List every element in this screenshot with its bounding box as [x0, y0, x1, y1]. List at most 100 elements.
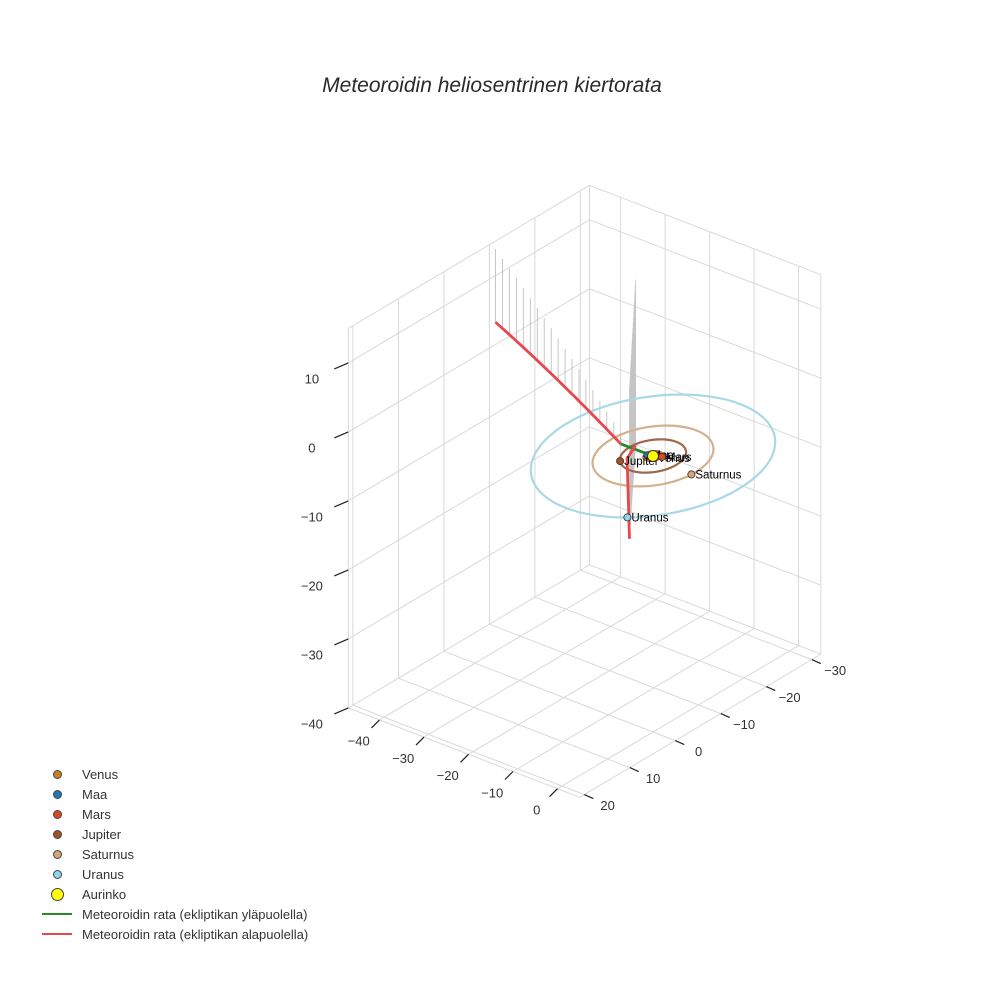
legend-label: Meteoroidin rata (ekliptikan yläpuolella…	[82, 906, 308, 922]
y-tick-label: −20	[437, 768, 459, 783]
x-tick-mark	[675, 740, 685, 746]
x-tick-mark	[584, 794, 594, 800]
legend-symbol	[38, 924, 76, 944]
y-tick-label: 0	[533, 803, 540, 818]
legend-line	[42, 913, 72, 915]
floor-grid-line	[489, 623, 721, 715]
planet-uranus	[623, 513, 632, 522]
planet-label-uranus: Uranus	[631, 512, 668, 524]
wall-grid-line	[348, 219, 590, 364]
wall-grid-line	[589, 564, 822, 655]
x-tick-label: 20	[600, 798, 614, 813]
legend-symbol	[38, 844, 76, 864]
legend-item-uranus[interactable]: Uranus	[38, 864, 308, 884]
legend-item-meteoroidin-rata-ekliptikan-alapuolella[interactable]: Meteoroidin rata (ekliptikan alapuolella…	[38, 924, 308, 944]
floor-grid-line	[352, 704, 585, 796]
legend-symbol	[38, 904, 76, 924]
x-tick-mark	[629, 767, 640, 773]
floor-grid-line	[512, 627, 755, 772]
wall-grid-line	[348, 564, 590, 709]
z-tick-mark	[334, 500, 349, 508]
x-tick-mark	[766, 686, 776, 692]
grid	[347, 184, 822, 798]
z-tick-mark	[334, 638, 349, 646]
y-tick-label: −30	[392, 751, 414, 766]
x-tick-mark	[811, 659, 822, 665]
legend-item-mars[interactable]: Mars	[38, 804, 308, 824]
floor-grid-line	[443, 650, 676, 742]
floor-grid-line	[557, 645, 799, 790]
legend-item-jupiter[interactable]: Jupiter	[38, 824, 308, 844]
floor-grid-line	[534, 596, 767, 688]
y-tick-mark	[549, 788, 558, 798]
legend-line	[42, 933, 72, 935]
z-tick-mark	[334, 431, 349, 439]
legend-symbol	[38, 884, 76, 904]
legend-symbol	[38, 864, 76, 884]
z-tick-mark	[334, 362, 349, 370]
box-edge	[589, 184, 822, 276]
x-tick-mark	[720, 713, 731, 719]
planet-label-saturnus: Saturnus	[695, 469, 741, 481]
legend-marker	[52, 769, 62, 779]
legend-item-venus[interactable]: Venus	[38, 764, 308, 784]
wall-grid-line	[589, 357, 822, 448]
planet-mars	[658, 452, 667, 461]
legend-label: Venus	[82, 766, 119, 782]
legend-symbol	[38, 784, 76, 804]
y-tick-mark	[460, 753, 469, 763]
y-tick-mark	[415, 736, 425, 746]
orbit-uranus	[529, 393, 777, 519]
z-tick-label: 10	[305, 372, 319, 387]
trajectory-incoming	[494, 321, 622, 445]
legend-marker	[50, 887, 64, 901]
x-tick-label: 10	[646, 771, 660, 786]
orbit-saturnus	[591, 424, 715, 488]
legend-marker	[52, 869, 62, 879]
z-tick-label: 0	[308, 441, 315, 456]
legend-label: Saturnus	[82, 846, 135, 862]
legend-item-saturnus[interactable]: Saturnus	[38, 844, 308, 864]
drop-lines	[495, 249, 636, 539]
legend-label: Uranus	[82, 866, 124, 882]
x-tick-label: −30	[824, 663, 846, 678]
legend-marker	[52, 789, 62, 799]
legend-label: Mars	[82, 806, 111, 822]
legend-item-maa[interactable]: Maa	[38, 784, 308, 804]
y-tick-label: −40	[348, 734, 370, 749]
floor-grid-line	[468, 610, 710, 755]
box-edge	[348, 707, 580, 798]
orbit-jupiter	[618, 438, 688, 474]
planet-label-mars: Mars	[666, 452, 692, 464]
z-tick-label: −40	[301, 717, 323, 732]
box-edge	[348, 184, 590, 329]
legend-item-meteoroidin-rata-ekliptikan-yl-puolella[interactable]: Meteoroidin rata (ekliptikan yläpuolella…	[38, 904, 308, 924]
wall-grid-line	[589, 288, 822, 379]
planet-jupiter	[616, 457, 625, 466]
y-tick-mark	[371, 719, 380, 729]
axis-ticks: −30 −20 −10 0 10 20 −40 −30 −20 −10 0 10 0 −10 −20 −30 −…	[301, 362, 846, 818]
box-edge	[579, 653, 822, 798]
wall-grid-line	[348, 426, 590, 571]
wall-grid-line	[589, 426, 822, 517]
legend-marker	[52, 809, 62, 819]
z-tick-mark	[334, 707, 349, 715]
wall-grid-line	[589, 219, 822, 310]
floor-grid-line	[423, 593, 666, 738]
x-tick-label: 0	[695, 744, 702, 759]
legend-symbol	[38, 764, 76, 784]
legend-item-aurinko[interactable]: Aurinko	[38, 884, 308, 904]
legend-symbol	[38, 824, 76, 844]
wall-grid-line	[589, 495, 822, 586]
chart-title: Meteoroidin heliosentrinen kiertorata	[322, 74, 662, 97]
sun-marker	[647, 450, 659, 462]
z-tick-mark	[334, 569, 349, 577]
legend-label: Jupiter	[82, 826, 122, 842]
legend: Venus Maa Mars Jupiter Saturnus Uranus Aurinko…	[38, 764, 308, 944]
legend-marker	[52, 849, 62, 859]
x-tick-label: −10	[733, 717, 755, 732]
legend-label: Aurinko	[82, 886, 127, 902]
wall-grid-line	[348, 357, 590, 502]
